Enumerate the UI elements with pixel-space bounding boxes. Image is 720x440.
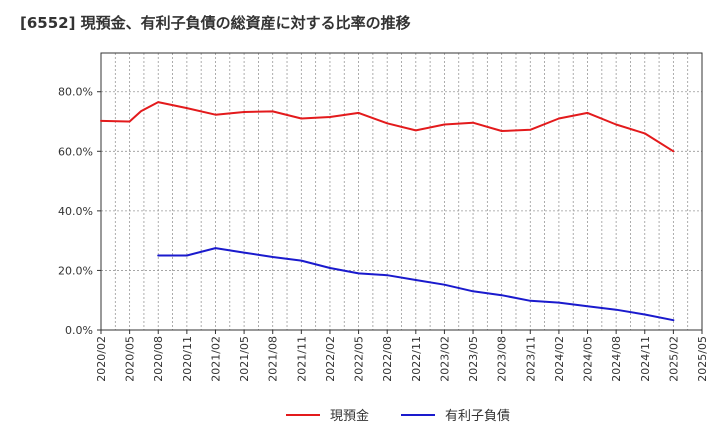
x-tick-label: 2022/02: [324, 336, 337, 382]
x-tick-label: 2020/08: [152, 336, 165, 382]
series: [100, 101, 675, 322]
x-tick-label: 2022/11: [410, 336, 423, 382]
plot-border: [100, 52, 703, 331]
x-tick-label: 2022/08: [381, 336, 394, 382]
x-tick-label: 2024/05: [582, 336, 595, 382]
x-tick-label: 2024/11: [639, 336, 652, 382]
x-tick-label: 2024/02: [553, 336, 566, 382]
x-tick-label: 2025/02: [667, 336, 680, 382]
x-tick-label: 2023/05: [467, 336, 480, 382]
x-tick-label: 2022/05: [353, 336, 366, 382]
chart-title: [6552] 現預金、有利子負債の総資産に対する比率の推移: [20, 14, 411, 32]
y-tick-label: 40.0%: [58, 205, 93, 218]
x-tick-label: 2021/08: [267, 336, 280, 382]
y-axis-ticks: 0.0% 20.0% 40.0% 60.0% 80.0%: [58, 86, 101, 337]
series-line-debt: [157, 247, 675, 322]
x-tick-label: 2021/02: [209, 336, 222, 382]
x-tick-label: 2023/08: [496, 336, 509, 382]
x-tick-label: 2020/05: [124, 336, 137, 382]
x-tick-label: 2024/08: [610, 336, 623, 382]
plot-frame: [100, 52, 703, 331]
y-tick-label: 60.0%: [58, 145, 93, 158]
legend: 現預金 有利子負債: [286, 408, 510, 424]
grid: [100, 53, 703, 331]
x-tick-label: 2021/11: [295, 336, 308, 382]
x-tick-label: 2023/02: [438, 336, 451, 382]
x-tick-label: 2020/02: [95, 336, 108, 382]
y-tick-label: 20.0%: [58, 264, 93, 277]
x-tick-label: 2023/11: [524, 336, 537, 382]
x-tick-label: 2025/05: [696, 336, 709, 382]
x-tick-label: 2020/11: [181, 336, 194, 382]
y-tick-label: 0.0%: [65, 324, 93, 337]
legend-label: 有利子負債: [445, 409, 510, 424]
legend-label: 現預金: [330, 408, 369, 424]
series-line-cash: [100, 101, 675, 153]
x-axis-ticks: 2020/02 2020/05 2020/08 2020/11 2021/02 2021/…: [95, 330, 709, 382]
x-tick-label: 2021/05: [238, 336, 251, 382]
y-tick-label: 80.0%: [58, 86, 93, 99]
